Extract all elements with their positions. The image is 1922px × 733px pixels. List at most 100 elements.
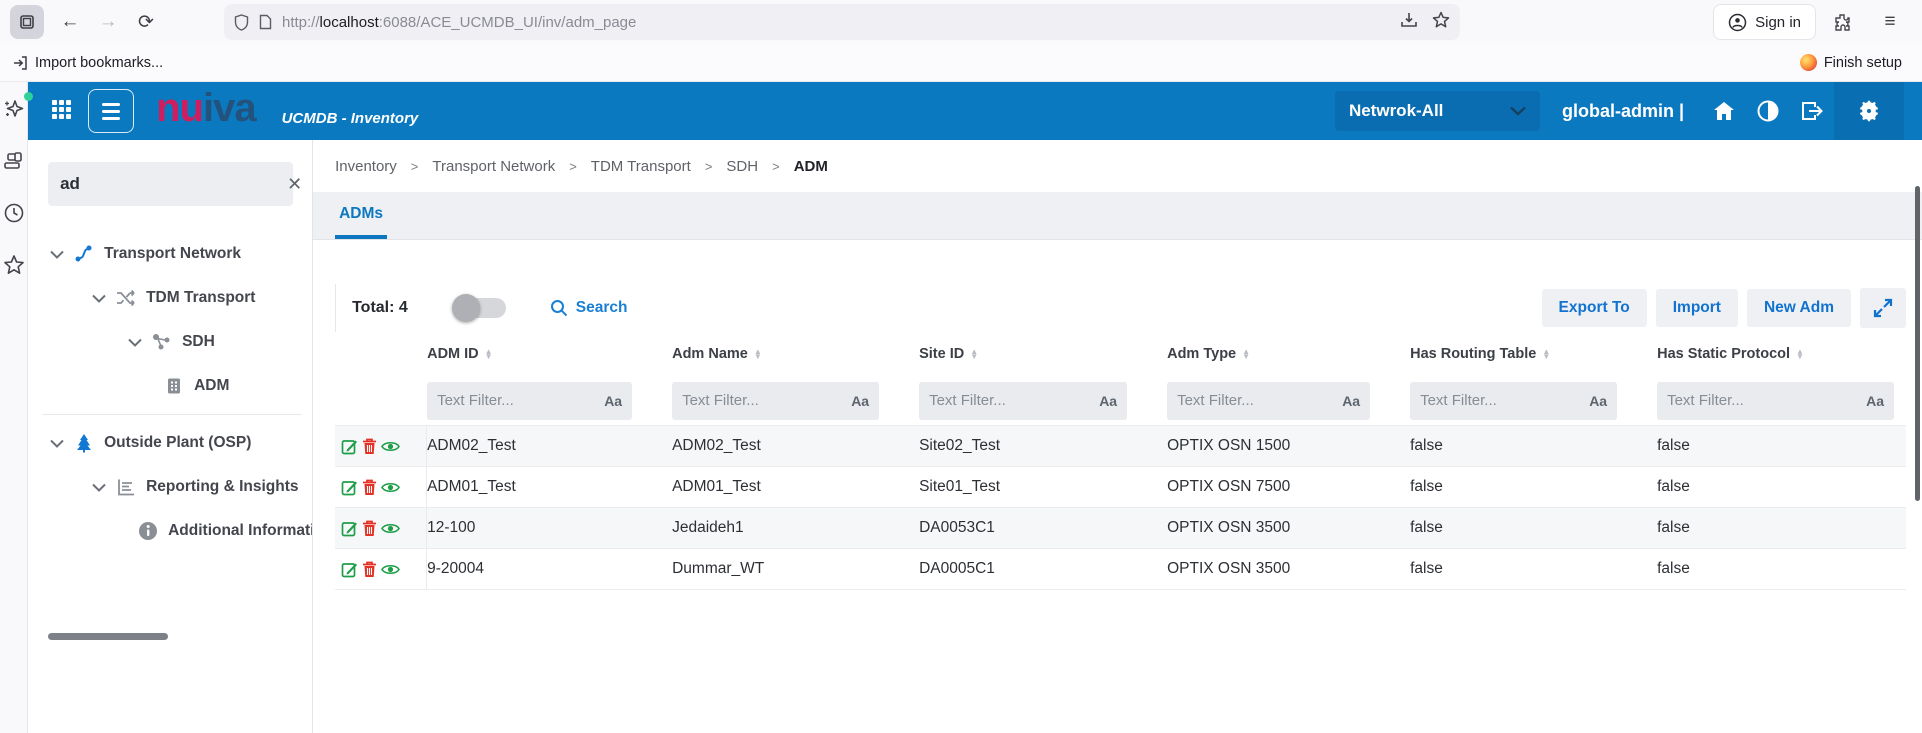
chevron-down-icon[interactable]	[128, 338, 142, 347]
sidebar-item-transport-network[interactable]: Transport Network	[48, 232, 312, 276]
case-sensitive-toggle[interactable]: Aa	[1866, 392, 1884, 409]
sidebar-item-outside-plant[interactable]: Outside Plant (OSP)	[48, 421, 312, 465]
back-button[interactable]: ←	[60, 11, 80, 32]
column-header-has-static-protocol[interactable]: Has Static Protocol ▲ ▼	[1657, 346, 1804, 362]
sidebar-horizontal-scrollbar[interactable]	[48, 633, 169, 640]
filter-input[interactable]	[1177, 392, 1343, 409]
delete-icon[interactable]	[362, 520, 377, 537]
filter-adm-name[interactable]: Aa	[672, 381, 880, 420]
sidebar-toggle-button[interactable]	[88, 89, 135, 133]
reload-button[interactable]: ⟳	[138, 11, 154, 33]
extensions-puzzle-icon[interactable]	[1826, 6, 1858, 38]
sidebar-search-input[interactable]	[60, 174, 288, 194]
tab-adms[interactable]: ADMs	[335, 205, 388, 239]
sidebar-search-box[interactable]: ✕	[48, 162, 302, 206]
save-to-pocket-icon[interactable]	[1400, 11, 1418, 34]
home-button[interactable]	[1702, 82, 1746, 140]
sort-icon[interactable]: ▲ ▼	[1242, 347, 1251, 361]
breadcrumb-inventory[interactable]: Inventory	[335, 157, 397, 175]
network-selector[interactable]: Netwrok-All	[1334, 91, 1540, 131]
sort-icon[interactable]: ▲ ▼	[1796, 347, 1804, 361]
new-adm-button[interactable]: New Adm	[1746, 289, 1851, 327]
page-info-icon[interactable]	[259, 14, 272, 30]
chevron-down-icon[interactable]	[92, 483, 106, 492]
toggle-knob[interactable]	[451, 294, 480, 322]
case-sensitive-toggle[interactable]: Aa	[1342, 392, 1361, 409]
case-sensitive-toggle[interactable]: Aa	[1589, 392, 1608, 409]
vertical-scrollbar[interactable]	[1915, 186, 1920, 501]
settings-gear-button[interactable]	[1834, 82, 1904, 140]
url-bar[interactable]: http://localhost:6088/ACE_UCMDB_UI/inv/a…	[224, 4, 1460, 40]
import-bookmarks-button[interactable]: Import bookmarks...	[12, 55, 163, 71]
breadcrumb-transport-network[interactable]: Transport Network	[432, 157, 556, 175]
synced-tabs-icon[interactable]	[1, 148, 27, 174]
bookmark-star-icon[interactable]	[1432, 11, 1450, 34]
menu-hamburger-icon[interactable]: ≡	[1884, 11, 1896, 32]
sort-icon[interactable]: ▲ ▼	[970, 347, 979, 361]
view-eye-icon[interactable]	[381, 522, 401, 535]
edit-icon[interactable]	[341, 520, 358, 537]
expand-table-button[interactable]	[1860, 288, 1906, 328]
url-text[interactable]: http://localhost:6088/ACE_UCMDB_UI/inv/a…	[282, 14, 1392, 31]
table-row[interactable]: ADM02_Test ADM02_Test Site02_Test OPTIX …	[335, 426, 1906, 467]
edit-icon[interactable]	[341, 561, 358, 578]
case-sensitive-toggle[interactable]: Aa	[1099, 392, 1118, 409]
view-eye-icon[interactable]	[381, 481, 401, 494]
table-row[interactable]: 12-100 Jedaideh1 DA0053C1 OPTIX OSN 3500…	[335, 508, 1906, 549]
sign-in-button[interactable]: Sign in	[1713, 4, 1816, 40]
bookmarks-star-icon[interactable]	[1, 252, 27, 278]
sort-icon[interactable]: ▲ ▼	[753, 347, 762, 361]
filter-has-static-protocol[interactable]: Aa	[1657, 381, 1894, 420]
table-row[interactable]: 9-20004 Dummar_WT DA0005C1 OPTIX OSN 350…	[335, 549, 1906, 590]
edit-icon[interactable]	[341, 438, 358, 455]
logout-button[interactable]	[1790, 82, 1834, 140]
chevron-down-icon[interactable]	[50, 250, 64, 259]
case-sensitive-toggle[interactable]: Aa	[604, 392, 623, 409]
shield-icon[interactable]	[234, 13, 249, 31]
case-sensitive-toggle[interactable]: Aa	[851, 392, 870, 409]
sidebar-item-tdm-transport[interactable]: TDM Transport	[48, 276, 312, 320]
edit-icon[interactable]	[341, 479, 358, 496]
export-to-button[interactable]: Export To	[1541, 289, 1647, 327]
filter-site-id[interactable]: Aa	[919, 381, 1128, 420]
import-button[interactable]: Import	[1655, 289, 1738, 327]
view-eye-icon[interactable]	[381, 563, 401, 576]
filter-adm-id[interactable]: Aa	[427, 381, 633, 420]
search-button[interactable]: Search	[550, 299, 628, 317]
column-header-adm-id[interactable]: ADM ID ▲ ▼	[427, 346, 493, 362]
filter-has-routing-table[interactable]: Aa	[1410, 381, 1618, 420]
sort-icon[interactable]: ▲ ▼	[484, 347, 493, 361]
clear-search-icon[interactable]: ✕	[287, 173, 303, 194]
filter-input[interactable]	[437, 392, 605, 409]
forward-button[interactable]: →	[98, 11, 118, 32]
filter-input[interactable]	[682, 392, 852, 409]
theme-contrast-button[interactable]	[1746, 82, 1790, 140]
view-eye-icon[interactable]	[381, 440, 401, 453]
app-grid-icon[interactable]	[52, 100, 74, 122]
column-header-adm-name[interactable]: Adm Name ▲ ▼	[672, 346, 762, 362]
filter-input[interactable]	[929, 392, 1100, 409]
sidebar-item-reporting-insights[interactable]: Reporting & Insights	[48, 465, 312, 509]
delete-icon[interactable]	[362, 561, 377, 578]
ai-sparkle-icon[interactable]	[1, 92, 33, 122]
delete-icon[interactable]	[362, 438, 377, 455]
delete-icon[interactable]	[362, 479, 377, 496]
firefox-view-button[interactable]	[10, 5, 44, 39]
filter-input[interactable]	[1420, 392, 1590, 409]
chevron-down-icon[interactable]	[50, 439, 64, 448]
filter-adm-type[interactable]: Aa	[1167, 381, 1371, 420]
history-clock-icon[interactable]	[1, 200, 27, 226]
sort-icon[interactable]: ▲ ▼	[1542, 347, 1551, 361]
sidebar-item-additional-information[interactable]: Additional Information	[48, 509, 312, 553]
column-header-has-routing-table[interactable]: Has Routing Table ▲ ▼	[1410, 346, 1551, 362]
chevron-down-icon[interactable]	[92, 294, 106, 303]
breadcrumb-tdm-transport[interactable]: TDM Transport	[590, 157, 691, 175]
filter-toggle[interactable]	[451, 294, 506, 322]
sidebar-item-sdh[interactable]: SDH	[48, 320, 312, 364]
sidebar-item-adm[interactable]: ADM	[48, 364, 312, 408]
column-header-adm-type[interactable]: Adm Type ▲ ▼	[1167, 346, 1251, 362]
filter-input[interactable]	[1667, 392, 1867, 409]
breadcrumb-sdh[interactable]: SDH	[726, 157, 759, 175]
column-header-site-id[interactable]: Site ID ▲ ▼	[919, 346, 979, 362]
finish-setup-button[interactable]: Finish setup	[1799, 54, 1910, 71]
